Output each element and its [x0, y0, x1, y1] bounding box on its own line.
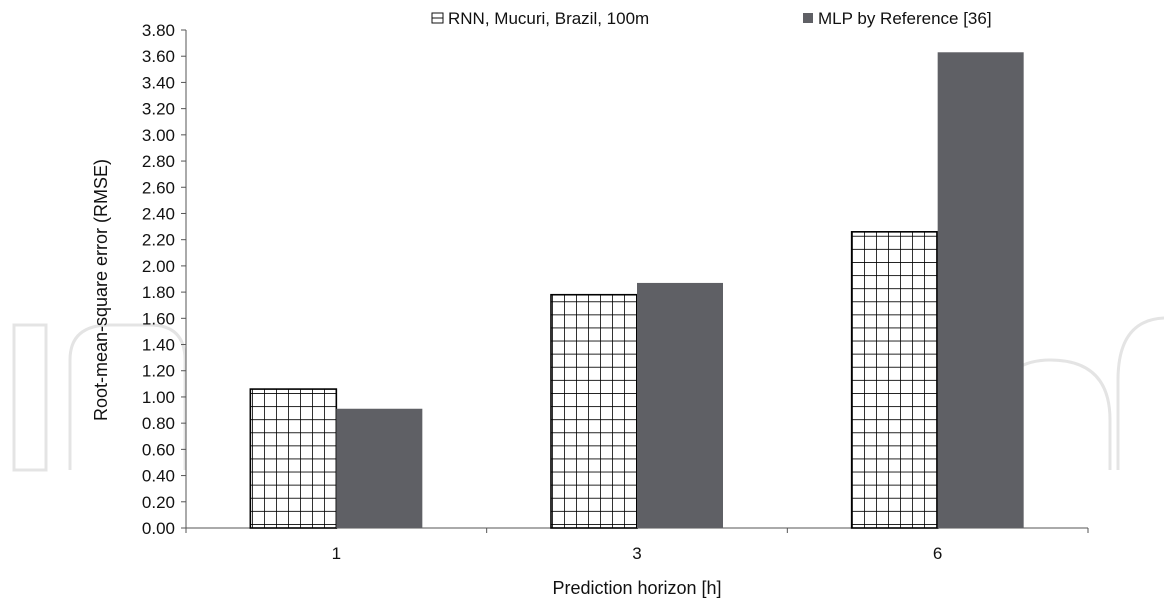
y-tick-label: 3.00: [142, 126, 175, 145]
bar-mlp-3: [637, 282, 723, 528]
legend-label-rnn: RNN, Mucuri, Brazil, 100m: [448, 9, 649, 28]
legend: RNN, Mucuri, Brazil, 100m MLP by Referen…: [431, 9, 992, 28]
bar-mlp-6: [937, 52, 1024, 529]
x-axis-ticks: 1 3 6: [185, 528, 1089, 563]
y-tick-label: 3.40: [142, 73, 175, 92]
x-tick-label: 1: [332, 544, 341, 563]
y-tick-label: 2.20: [142, 231, 175, 250]
bar-rnn-6: [850, 231, 939, 529]
y-axis-title: Root-mean-square error (RMSE): [91, 159, 111, 421]
bar-rnn-3: [550, 293, 638, 529]
y-tick-label: 1.80: [142, 283, 175, 302]
y-tick-label: 0.80: [142, 414, 175, 433]
y-tick-label: 1.40: [142, 336, 175, 355]
y-tick-label: 1.00: [142, 388, 175, 407]
bar-mlp-1: [336, 408, 423, 528]
y-tick-label: 1.20: [142, 362, 175, 381]
bars-group: [249, 52, 1024, 529]
y-tick-label: 0.60: [142, 440, 175, 459]
y-tick-label: 3.60: [142, 47, 175, 66]
x-tick-label: 3: [632, 544, 641, 563]
y-tick-label: 0.20: [142, 493, 175, 512]
legend-label-mlp: MLP by Reference [36]: [818, 9, 992, 28]
y-tick-label: 3.80: [142, 21, 175, 40]
y-tick-label: 1.60: [142, 309, 175, 328]
y-tick-label: 0.40: [142, 467, 175, 486]
y-tick-label: 2.40: [142, 204, 175, 223]
legend-item-mlp: MLP by Reference [36]: [803, 9, 992, 28]
x-tick-label: 6: [933, 544, 942, 563]
y-axis-ticks: 0.00 0.20 0.40 0.60 0.80 1.00 1.20 1.40 1.60 1.80…: [142, 21, 186, 538]
legend-item-rnn: RNN, Mucuri, Brazil, 100m: [431, 9, 649, 28]
legend-swatch-mlp: [803, 13, 813, 23]
y-tick-label: 2.60: [142, 178, 175, 197]
bar-rnn-1: [249, 388, 338, 529]
x-axis-title: Prediction horizon [h]: [552, 578, 721, 598]
y-tick-label: 0.00: [142, 519, 175, 538]
y-tick-label: 3.20: [142, 100, 175, 119]
y-tick-label: 2.80: [142, 152, 175, 171]
y-tick-label: 2.00: [142, 257, 175, 276]
